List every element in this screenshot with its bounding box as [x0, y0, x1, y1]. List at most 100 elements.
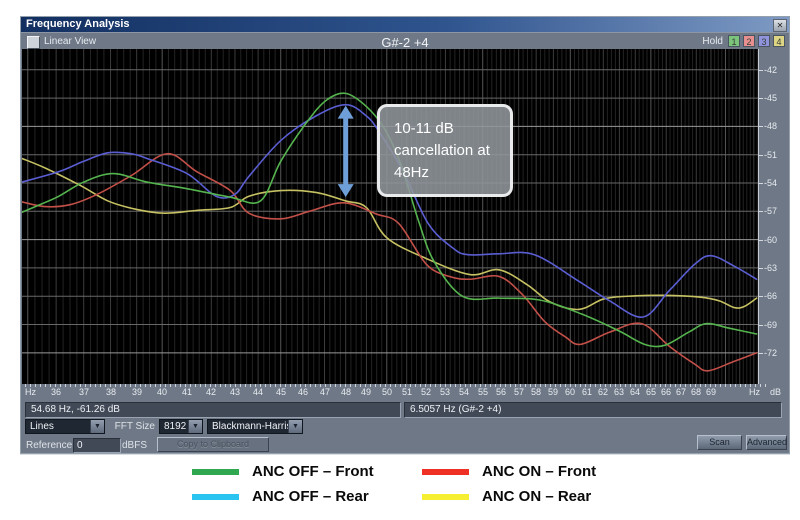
linear-view-checkbox[interactable] — [27, 36, 40, 49]
y-tick-label: -45 — [764, 93, 778, 103]
y-tick — [759, 325, 763, 326]
chevron-down-icon[interactable]: ▼ — [188, 420, 202, 433]
y-tick-label: -42 — [764, 65, 778, 75]
chevron-down-icon[interactable]: ▼ — [288, 420, 302, 433]
title-bar[interactable]: Frequency Analysis ✕ — [21, 17, 789, 33]
y-tick — [759, 353, 763, 354]
x-tick-label: 60 — [564, 387, 575, 397]
x-tick-label: 54 — [458, 387, 469, 397]
legend-item: ANC ON – Front — [422, 459, 652, 484]
y-axis: -39-42-45-48-51-54-57-60-63-66-69-72 — [758, 49, 789, 384]
legend-item: ANC OFF – Rear — [192, 484, 422, 509]
x-tick-label: 43 — [229, 387, 240, 397]
x-tick-label: 47 — [319, 387, 330, 397]
annotation-text: 10-11 dB cancellation at 48Hz — [394, 120, 490, 181]
y-tick — [759, 211, 763, 212]
legend-swatch — [192, 468, 239, 475]
x-tick-label: 42 — [205, 387, 216, 397]
x-tick-label: 62 — [597, 387, 608, 397]
x-tick-label: 64 — [629, 387, 640, 397]
series-anc-on-front — [22, 152, 758, 372]
x-tick-label: 36 — [50, 387, 61, 397]
copy-to-clipboard-button[interactable]: Copy to Clipboard — [157, 437, 269, 452]
y-tick-label: -69 — [764, 320, 778, 330]
x-tick-label: 46 — [297, 387, 308, 397]
x-tick-label: 65 — [645, 387, 656, 397]
x-tick-label: 50 — [381, 387, 392, 397]
x-tick-label: 66 — [660, 387, 671, 397]
fft-size-select[interactable]: 8192 ▼ — [159, 419, 203, 434]
y-tick — [759, 240, 763, 241]
legend-item: ANC ON – Rear — [422, 484, 652, 509]
series-anc-on-rear — [22, 157, 758, 311]
x-tick-label: 63 — [613, 387, 624, 397]
legend-label: ANC ON – Rear — [482, 488, 592, 505]
y-tick-label: -54 — [764, 178, 778, 188]
hold-button-3[interactable]: 3 — [758, 35, 770, 47]
advanced-button[interactable]: Advanced — [746, 435, 787, 450]
x-tick-label: 37 — [78, 387, 89, 397]
legend-swatch — [422, 468, 469, 475]
y-tick-label: -72 — [764, 348, 778, 358]
x-axis: Hz Hz 36 37 38 39 40 41 42 43 44 45 46 47 48 49 50 51 52 53… — [21, 384, 789, 398]
x-tick-label: 52 — [420, 387, 431, 397]
y-tick — [759, 155, 763, 156]
y-tick-label: -60 — [764, 235, 778, 245]
reference-unit-label: dBFS — [122, 440, 148, 451]
y-tick-label: -63 — [764, 263, 778, 273]
x-tick-label: 57 — [513, 387, 524, 397]
x-tick-label: 58 — [530, 387, 541, 397]
legend-swatch — [192, 493, 239, 500]
reference-input[interactable] — [73, 438, 121, 453]
legend-swatch — [422, 493, 469, 500]
x-tick-label: 59 — [547, 387, 558, 397]
cancellation-arrow — [337, 105, 354, 198]
legend: ANC OFF – Front ANC OFF – Rear ANC ON – Fr… — [192, 459, 652, 509]
close-button[interactable]: ✕ — [773, 19, 787, 32]
spectrum-plot[interactable] — [22, 49, 758, 384]
display-mode-value: Lines — [30, 421, 54, 432]
x-tick-label: 68 — [690, 387, 701, 397]
x-tick-label: 40 — [156, 387, 167, 397]
x-tick-label: 67 — [675, 387, 686, 397]
window-function-select[interactable]: Blackmann-Harris ▼ — [207, 419, 303, 434]
frequency-analysis-window: Frequency Analysis ✕ Linear View G#-2 +4… — [20, 16, 790, 454]
fft-size-value: 8192 — [164, 421, 187, 432]
y-axis-unit: dB — [770, 387, 782, 397]
y-tick-label: -48 — [764, 121, 778, 131]
scan-button[interactable]: Scan — [697, 435, 742, 450]
x-tick-label: 51 — [401, 387, 412, 397]
legend-label: ANC OFF – Rear — [252, 488, 369, 505]
note-title: G#-2 +4 — [381, 35, 429, 50]
hold-button-1[interactable]: 1 — [728, 35, 740, 47]
x-axis-ticks — [25, 384, 770, 387]
annotation-callout: 10-11 dB cancellation at 48Hz — [377, 104, 513, 198]
x-axis-unit: Hz — [25, 387, 36, 397]
x-tick-label: 38 — [105, 387, 116, 397]
y-tick-label: -51 — [764, 150, 778, 160]
x-tick-label: 53 — [439, 387, 450, 397]
linear-view-label: Linear View — [44, 36, 97, 47]
hold-button-2[interactable]: 2 — [743, 35, 755, 47]
y-tick — [759, 98, 763, 99]
y-tick — [759, 296, 763, 297]
window-title: Frequency Analysis — [26, 18, 130, 30]
hold-button-4[interactable]: 4 — [773, 35, 785, 47]
x-tick-label: 49 — [360, 387, 371, 397]
reference-label: Reference — [26, 440, 73, 451]
x-tick-label: 45 — [275, 387, 286, 397]
display-mode-select[interactable]: Lines ▼ — [25, 419, 105, 434]
fft-size-label: FFT Size — [114, 421, 155, 432]
x-tick-label: 56 — [495, 387, 506, 397]
y-tick — [759, 70, 763, 71]
x-tick-label: 41 — [181, 387, 192, 397]
chevron-down-icon[interactable]: ▼ — [90, 420, 104, 433]
plot-area: -39-42-45-48-51-54-57-60-63-66-69-72 HzH… — [21, 49, 789, 398]
y-tick — [759, 183, 763, 184]
legend-label: ANC ON – Front — [482, 463, 597, 480]
x-tick-label: 61 — [581, 387, 592, 397]
frequency-readout: 6.5057 Hz (G#-2 +4) — [404, 402, 782, 418]
close-icon: ✕ — [776, 21, 784, 30]
hold-label: Hold — [702, 35, 723, 47]
